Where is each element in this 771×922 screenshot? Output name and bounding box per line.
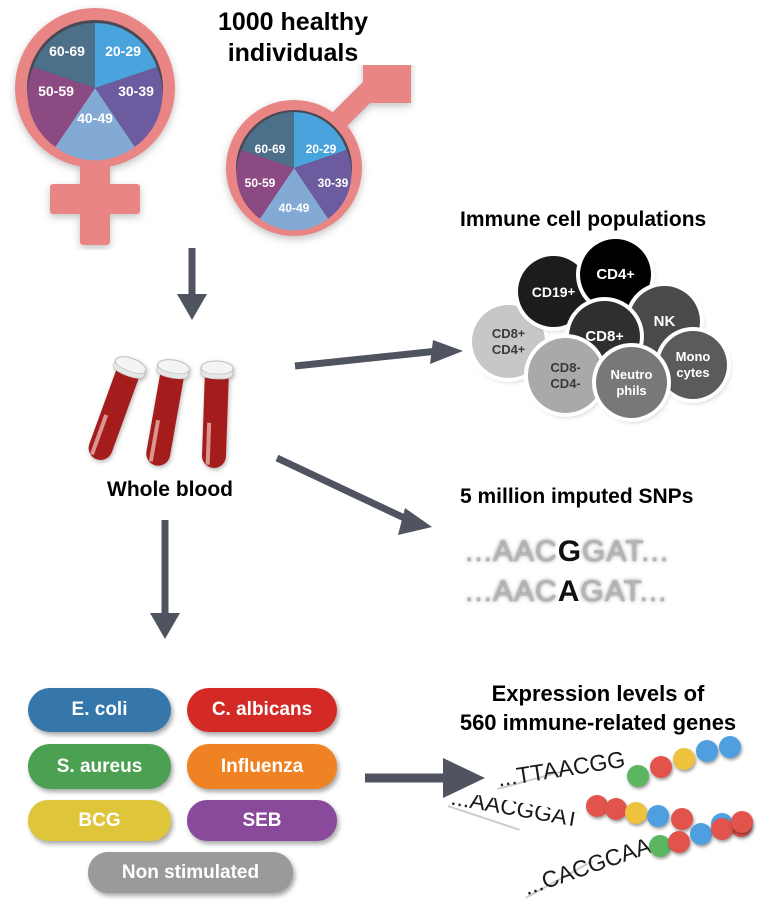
- svg-text:...TTAACGG: ...TTAACGG: [496, 746, 627, 792]
